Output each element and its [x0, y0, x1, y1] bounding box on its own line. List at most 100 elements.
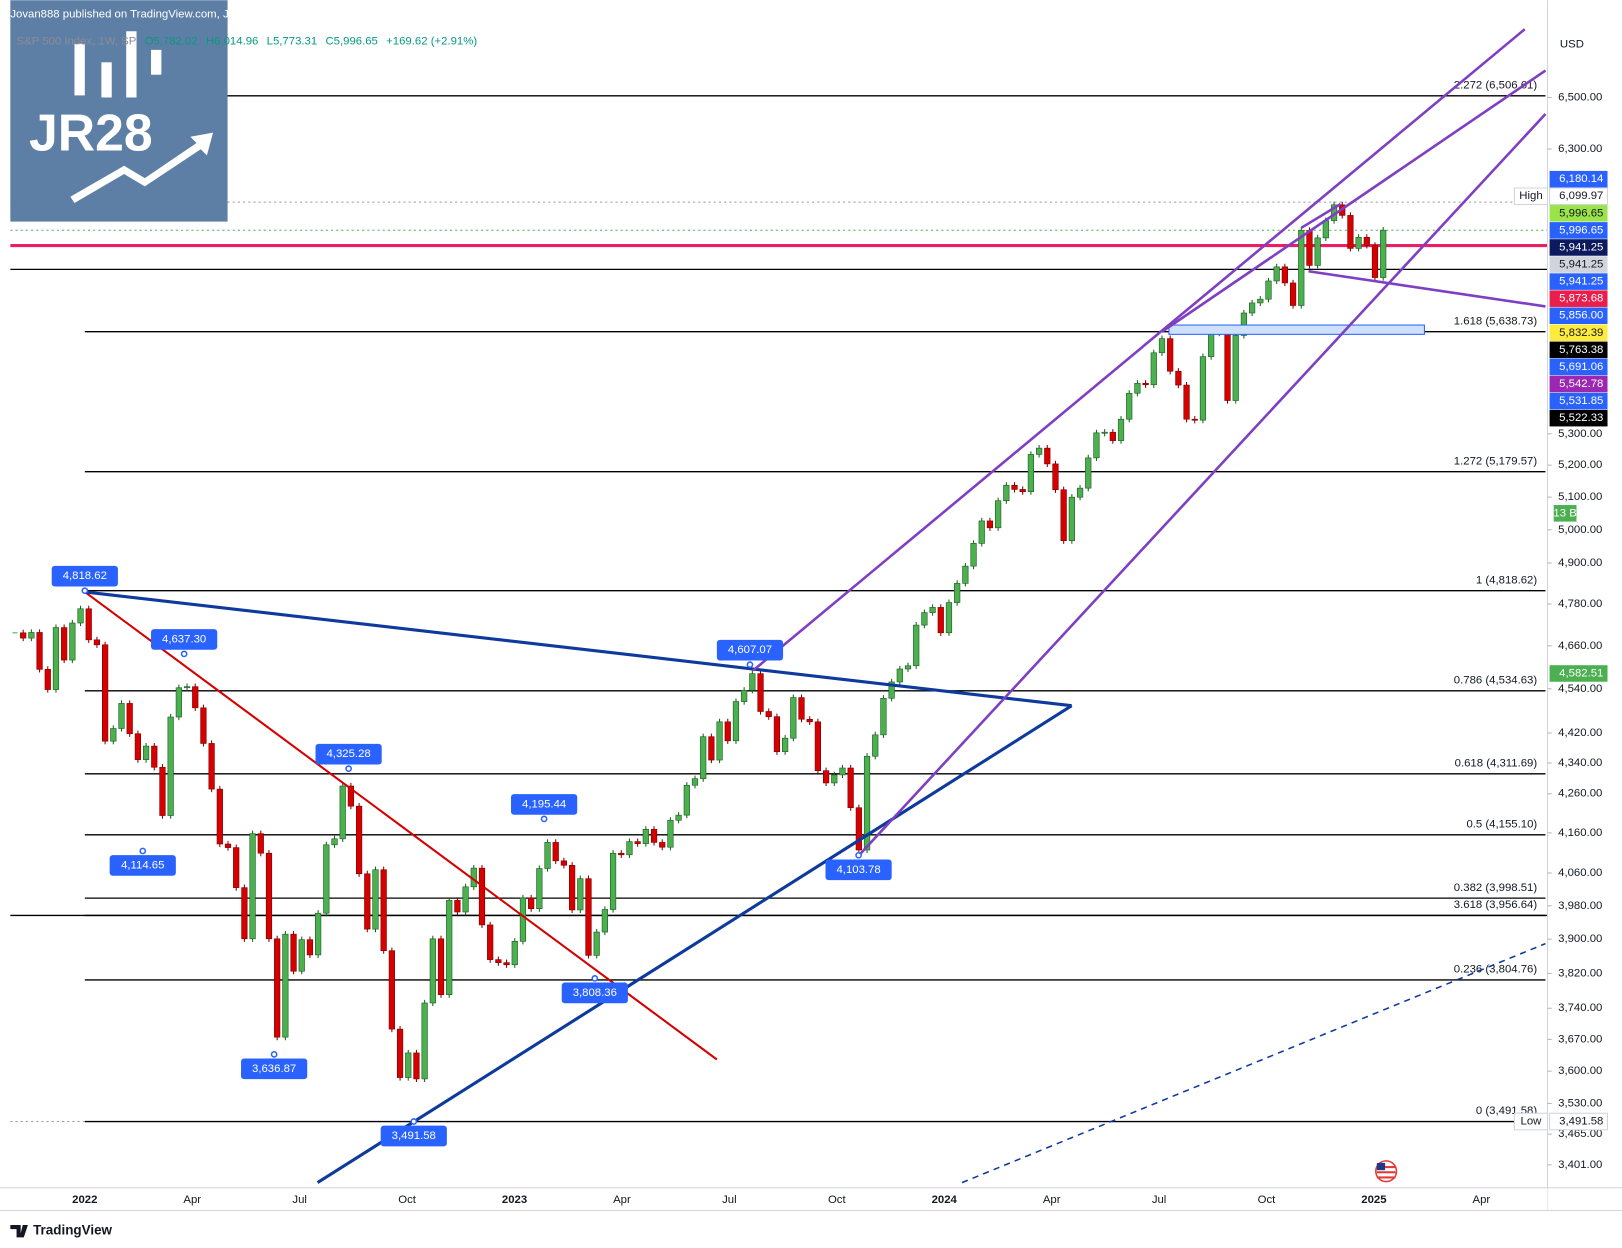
- candle: [306, 939, 314, 956]
- candle: [863, 755, 871, 851]
- price-badge-text: 4,582.51: [1559, 667, 1603, 679]
- channel-line: [1300, 202, 1342, 229]
- pivot-label: 3,808.36: [573, 987, 617, 999]
- candle: [1191, 418, 1198, 421]
- candle: [1003, 484, 1010, 502]
- candle: [831, 774, 838, 784]
- y-tick-label: 4,260.00: [1558, 788, 1602, 800]
- candle: [446, 900, 453, 995]
- price-badge-text: 5,542.78: [1559, 378, 1603, 390]
- candle: [1085, 457, 1092, 489]
- price-badge: [1549, 222, 1608, 239]
- candle: [77, 608, 84, 624]
- candle: [364, 873, 371, 930]
- price-badge: [1549, 1112, 1609, 1131]
- price-tag: [1513, 1112, 1549, 1131]
- candle: [528, 897, 535, 909]
- candle: [110, 728, 117, 742]
- y-tick-label: 3,820.00: [1558, 967, 1602, 979]
- candle: [44, 669, 51, 690]
- candle: [724, 721, 731, 742]
- candle: [396, 1028, 404, 1078]
- price-badge: [1549, 170, 1608, 188]
- legend-value: O5,782.02: [145, 36, 198, 48]
- candle: [954, 583, 961, 603]
- candle: [1380, 229, 1387, 278]
- currency-label: USD: [1560, 39, 1584, 51]
- candle: [896, 668, 903, 683]
- footer-brand: TradingView: [33, 1223, 112, 1238]
- candle: [274, 938, 281, 1038]
- candle: [872, 734, 879, 757]
- candle: [167, 716, 174, 816]
- pivot-badge: [109, 855, 176, 876]
- candle: [1249, 302, 1256, 314]
- price-badge: [1549, 341, 1608, 359]
- candle: [192, 686, 199, 709]
- candle: [1314, 237, 1321, 266]
- pivot-badge: [561, 982, 628, 1004]
- candle: [257, 833, 264, 854]
- price-tag-text: High: [1519, 190, 1542, 202]
- trend-line: [961, 942, 1546, 1184]
- price-badge-text: 5,691.06: [1559, 361, 1603, 373]
- price-badge-text: 5,763.38: [1559, 344, 1603, 356]
- legend-values: O5,782.02 H6,014.96 L5,773.31 C5,996.65 +169…: [145, 36, 478, 48]
- candle: [1273, 266, 1280, 282]
- pivot-dot: [746, 661, 754, 669]
- candle: [716, 721, 723, 761]
- pivot-badge: [716, 639, 784, 661]
- y-tick-label: 4,160.00: [1558, 827, 1602, 839]
- candle: [331, 838, 338, 846]
- candle: [642, 829, 649, 844]
- candle: [1060, 489, 1067, 542]
- candle: [208, 743, 215, 790]
- candle: [888, 681, 895, 699]
- candle: [806, 718, 813, 723]
- price-badge: [1549, 409, 1608, 427]
- price-badge: [1549, 290, 1608, 307]
- price-badge: [1549, 307, 1608, 325]
- candle: [1175, 370, 1182, 386]
- candle: [1281, 266, 1288, 284]
- y-tick-label: 4,660.00: [1558, 640, 1602, 652]
- y-tick-label: 3,465.00: [1558, 1128, 1602, 1140]
- pivot-label: 4,637.30: [162, 633, 206, 645]
- candle: [216, 788, 223, 845]
- candle: [1011, 484, 1018, 490]
- candle: [1134, 382, 1141, 394]
- pivot-badge: [151, 629, 218, 650]
- candle: [1150, 352, 1157, 386]
- candle: [1027, 454, 1035, 492]
- candle: [675, 814, 682, 821]
- y-tick-label: 4,900.00: [1558, 557, 1602, 569]
- candle: [814, 721, 821, 771]
- candle: [691, 778, 699, 786]
- x-tick-label: Jul: [1152, 1194, 1167, 1206]
- channel-line: [1308, 269, 1546, 308]
- candle: [544, 842, 551, 869]
- y-tick-label: 4,060.00: [1558, 867, 1602, 879]
- volume-badge-text: 13 B: [1553, 507, 1576, 519]
- y-tick-label: 6,300.00: [1558, 143, 1602, 155]
- candle: [1117, 418, 1125, 441]
- pivot-badge: [825, 859, 892, 881]
- candle: [347, 785, 355, 807]
- candle: [1232, 335, 1239, 401]
- price-badge: [1549, 665, 1608, 682]
- candle: [265, 852, 273, 940]
- price-badge: [1549, 239, 1608, 256]
- candle: [102, 644, 109, 742]
- candle: [708, 736, 715, 761]
- candle: [1035, 447, 1043, 455]
- pivot-dot: [270, 1050, 278, 1058]
- candle: [290, 933, 297, 972]
- y-tick-label: 3,530.00: [1558, 1097, 1602, 1109]
- candle: [970, 543, 977, 567]
- pivot-label: 4,114.65: [121, 859, 164, 871]
- candle: [233, 847, 240, 888]
- pivot-badge: [511, 794, 578, 815]
- candle: [405, 1052, 412, 1078]
- candle: [12, 632, 18, 634]
